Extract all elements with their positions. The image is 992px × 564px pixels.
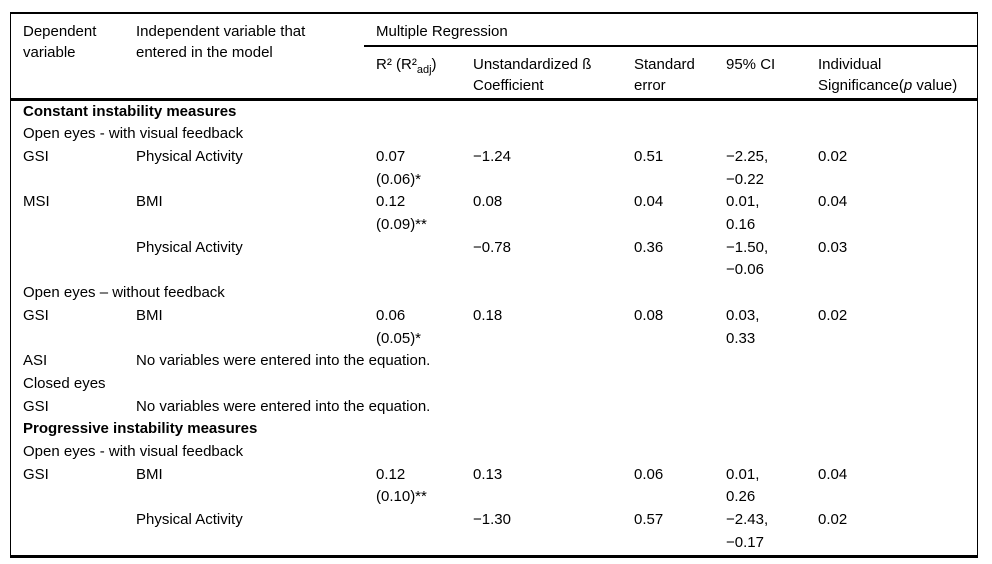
- subsection-label: Open eyes – without feedback: [23, 284, 225, 302]
- subsection-label: Open eyes - with visual feedback: [23, 125, 244, 143]
- header-95ci: 95% CI: [714, 46, 806, 101]
- cell-beta: 0.08: [473, 193, 503, 211]
- cell-r2: 0.12 (0.09)**: [376, 193, 427, 234]
- cell-se: 0.08: [634, 306, 664, 324]
- cell-beta: −1.30: [473, 511, 511, 529]
- table-row: Physical Activity −0.78 0.36 −1.50, −0.0…: [11, 237, 977, 282]
- cell-r2: 0.06 (0.05)*: [376, 306, 422, 347]
- table-row: GSI BMI 0.12 (0.10)** 0.13 0.06 0.01, 0.…: [11, 464, 977, 509]
- cell-r2: 0.07 (0.06)*: [376, 147, 422, 188]
- cell-independent: BMI: [136, 465, 163, 483]
- header-row-top: Dependent variable Independent variable …: [11, 14, 978, 101]
- cell-p: 0.04: [818, 465, 848, 483]
- cell-se: 0.57: [634, 511, 664, 529]
- cell-r2: [364, 237, 461, 282]
- header-r2-subscript: adj: [416, 64, 432, 76]
- table-row: Physical Activity −1.30 0.57 −2.43, −0.1…: [11, 509, 977, 554]
- cell-ci: −1.50, −0.06: [726, 238, 769, 279]
- subsection-label: Closed eyes: [23, 374, 106, 392]
- regression-table: Dependent variable Independent variable …: [11, 14, 978, 555]
- cell-se: 0.51: [634, 147, 664, 165]
- cell-dependent: GSI: [23, 147, 49, 165]
- header-significance-pre: Individual Significance(: [818, 56, 904, 94]
- subsection-row-open-eyes-without: Open eyes – without feedback: [11, 282, 977, 305]
- subsection-label: Open eyes - with visual feedback: [23, 443, 244, 461]
- regression-table-frame: Dependent variable Independent variable …: [10, 12, 978, 558]
- cell-r2: [364, 509, 461, 554]
- table-row: GSI Physical Activity 0.07 (0.06)* −1.24…: [11, 146, 977, 191]
- subsection-row-closed-eyes: Closed eyes: [11, 373, 977, 396]
- header-significance: Individual Significance(p value): [806, 46, 978, 101]
- table-row: MSI BMI 0.12 (0.09)** 0.08 0.04 0.01, 0.…: [11, 191, 977, 236]
- cell-dependent: GSI: [23, 465, 49, 483]
- cell-independent: Physical Activity: [136, 238, 243, 256]
- header-multiple-regression: Multiple Regression: [364, 14, 978, 47]
- cell-dependent: GSI: [23, 397, 49, 415]
- cell-p: 0.02: [818, 306, 848, 324]
- header-standard-error: Standard error: [622, 46, 714, 101]
- cell-p: 0.04: [818, 193, 848, 211]
- cell-note: No variables were entered into the equat…: [136, 352, 431, 370]
- cell-se: 0.36: [634, 238, 664, 256]
- section-label: Constant instability measures: [23, 102, 237, 120]
- header-r2-tail: ): [431, 56, 437, 73]
- cell-p: 0.03: [818, 238, 848, 256]
- cell-independent: Physical Activity: [136, 147, 243, 165]
- cell-ci: 0.03, 0.33: [726, 306, 760, 347]
- header-independent-variable: Independent variable that entered in the…: [124, 14, 364, 101]
- header-r2: R² (R²adj): [364, 46, 461, 101]
- cell-beta: −0.78: [473, 238, 511, 256]
- cell-dependent: ASI: [23, 352, 48, 370]
- header-beta-coefficient: Unstandardized ß Coefficient: [461, 46, 622, 101]
- cell-independent: BMI: [136, 306, 163, 324]
- cell-beta: 0.13: [473, 465, 503, 483]
- cell-dependent: [11, 237, 124, 282]
- header-row-sub: R² (R²adj) Unstandardized ß Coefficient …: [11, 46, 978, 101]
- table-body: Constant instability measures Open eyes …: [11, 99, 977, 555]
- cell-beta: 0.18: [473, 306, 503, 324]
- cell-p: 0.02: [818, 511, 848, 529]
- cell-dependent: [11, 509, 124, 554]
- cell-ci: −2.25, −0.22: [726, 147, 769, 188]
- section-row-constant: Constant instability measures: [11, 99, 977, 123]
- header-significance-p: p: [903, 77, 913, 94]
- subsection-row-open-eyes-visual: Open eyes - with visual feedback: [11, 441, 977, 464]
- cell-ci: −2.43, −0.17: [726, 511, 769, 551]
- cell-p: 0.02: [818, 147, 848, 165]
- cell-independent: BMI: [136, 193, 163, 211]
- cell-se: 0.06: [634, 465, 664, 483]
- cell-note: No variables were entered into the equat…: [136, 397, 431, 415]
- table-row-note: ASI No variables were entered into the e…: [11, 350, 977, 373]
- cell-ci: 0.01, 0.26: [726, 465, 760, 506]
- header-dependent-variable: Dependent variable: [11, 14, 124, 101]
- table-row-note: GSI No variables were entered into the e…: [11, 396, 977, 419]
- cell-dependent: MSI: [23, 193, 50, 211]
- section-row-progressive: Progressive instability measures: [11, 418, 977, 441]
- cell-r2: 0.12 (0.10)**: [376, 465, 427, 506]
- cell-se: 0.04: [634, 193, 664, 211]
- cell-ci: 0.01, 0.16: [726, 193, 760, 234]
- subsection-row-open-eyes-visual: Open eyes - with visual feedback: [11, 123, 977, 146]
- header-r2-main: R² (R²: [376, 56, 417, 73]
- cell-beta: −1.24: [473, 147, 511, 165]
- cell-dependent: GSI: [23, 306, 49, 324]
- table-header: Dependent variable Independent variable …: [11, 14, 978, 101]
- header-significance-post: value): [912, 77, 958, 94]
- cell-independent: Physical Activity: [136, 511, 243, 529]
- section-label: Progressive instability measures: [23, 420, 258, 438]
- table-row: GSI BMI 0.06 (0.05)* 0.18 0.08 0.03, 0.3…: [11, 305, 977, 350]
